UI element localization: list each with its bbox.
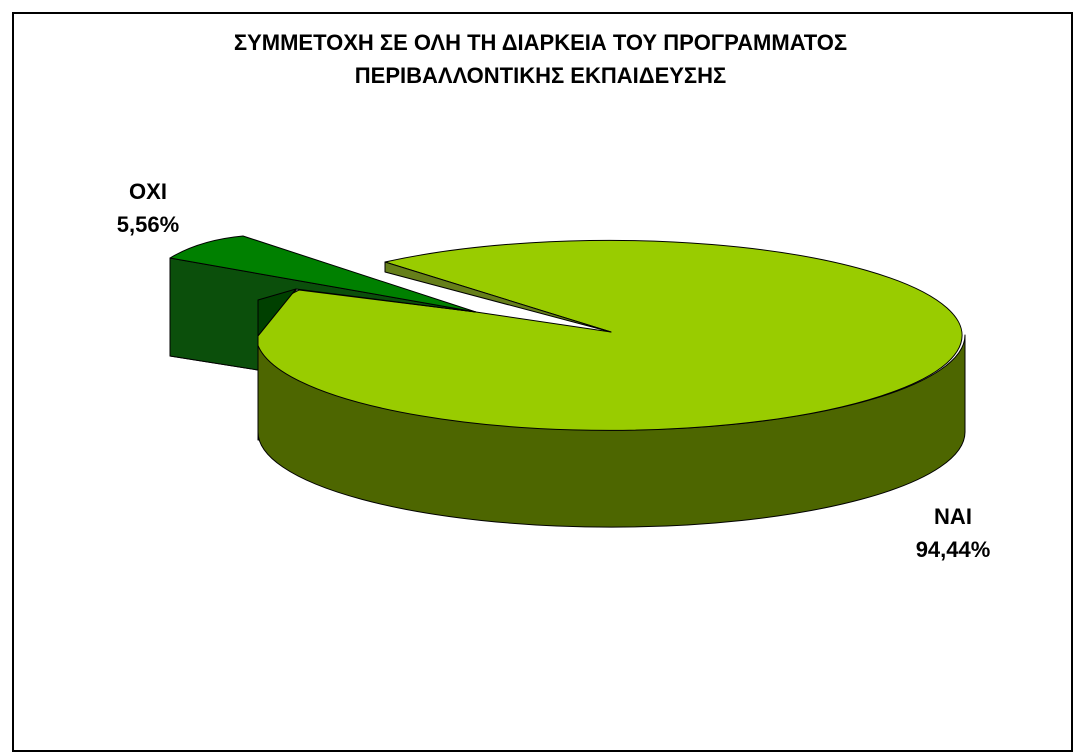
chart-title: ΣΥΜΜΕΤΟΧΗ ΣΕ ΟΛΗ ΤΗ ΔΙΑΡΚΕΙΑ ΤΟΥ ΠΡΟΓΡΑΜ…	[0, 26, 1081, 92]
slice-label-oxi-value: 5,56%	[116, 212, 180, 237]
chart-title-line-2: ΠΕΡΙΒΑΛΛΟΝΤΙΚΗΣ ΕΚΠΑΙΔΕΥΣΗΣ	[354, 63, 727, 88]
slice-label-nai-value: 94,44%	[915, 537, 991, 562]
slice-label-oxi-name: ΟΧΙ	[129, 179, 167, 204]
slice-label-nai-name: ΝΑΙ	[934, 504, 972, 529]
pie-slice-oxi-top	[169, 235, 477, 313]
chart-title-line-1: ΣΥΜΜΕΤΟΧΗ ΣΕ ΟΛΗ ΤΗ ΔΙΑΡΚΕΙΑ ΤΟΥ ΠΡΟΓΡΑΜ…	[233, 30, 848, 55]
pie-slice-nai-top	[255, 239, 963, 431]
slice-label-oxi: ΟΧΙ 5,56%	[98, 175, 198, 241]
pie-slice-nai-cut-wall	[384, 261, 612, 333]
slice-label-nai: ΝΑΙ 94,44%	[888, 500, 1018, 566]
